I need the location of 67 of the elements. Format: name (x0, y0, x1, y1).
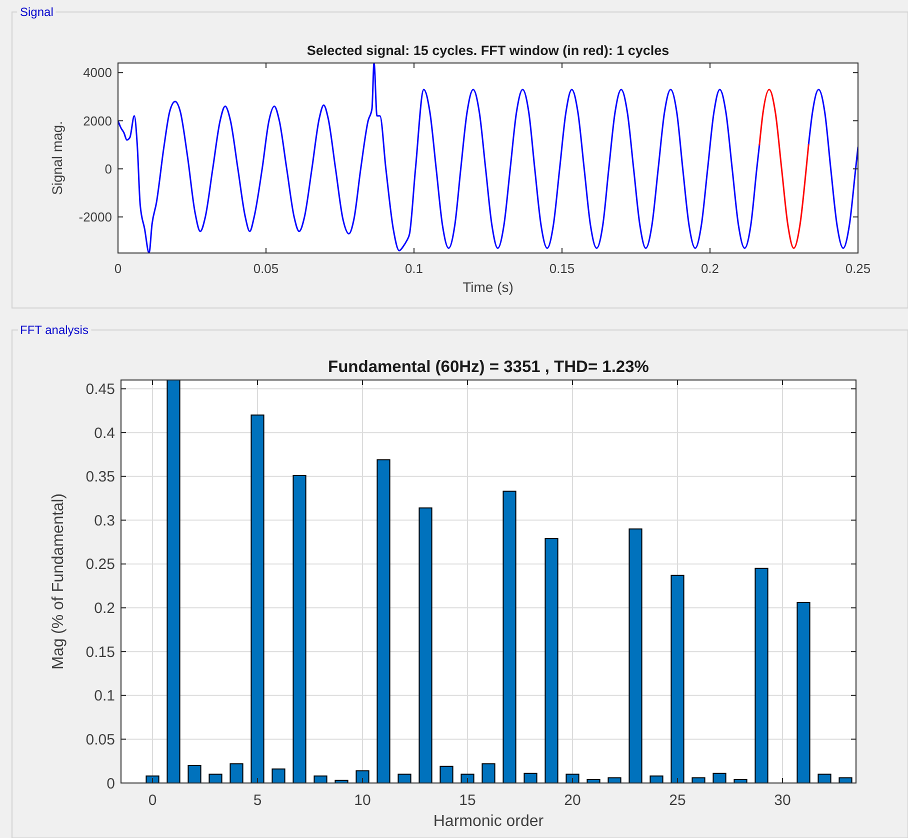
bar (544, 538, 558, 783)
y-tick-label: 0.2 (94, 600, 115, 618)
y-tick-label: 4000 (83, 65, 112, 80)
chart-title: Fundamental (60Hz) = 3351 , THD= 1.23% (328, 358, 650, 376)
x-tick-label: 0.1 (404, 261, 424, 276)
x-tick-label: 0.25 (845, 261, 871, 276)
x-tick-label: 10 (354, 792, 371, 809)
bar (482, 763, 496, 783)
bar (230, 763, 244, 783)
x-tick-label: 0.15 (549, 261, 575, 276)
x-tick-label: 25 (669, 792, 686, 809)
x-axis-title: Harmonic order (433, 813, 544, 830)
x-tick-label: 0.2 (700, 261, 720, 276)
bar (650, 775, 664, 783)
text: Signal (20, 5, 54, 19)
bar (418, 507, 432, 783)
y-tick-label: 0.35 (86, 468, 115, 486)
y-tick-label: 0.05 (86, 731, 115, 748)
bar (376, 459, 390, 783)
bar (356, 770, 370, 783)
y-tick-label: 2000 (83, 113, 112, 128)
bar (502, 490, 516, 783)
bar (146, 775, 160, 783)
bar (796, 602, 810, 783)
x-tick-label: 5 (253, 792, 262, 809)
x-tick-label: 30 (774, 792, 791, 809)
x-tick-label: 20 (564, 792, 581, 809)
y-tick-label: 0.15 (86, 644, 115, 661)
bar (628, 528, 642, 783)
y-tick-label: 0 (106, 775, 115, 792)
bar (754, 568, 768, 783)
chart-title: Selected signal: 15 cycles. FFT window (in red): 1 cycles (306, 43, 670, 58)
y-tick-label: -2000 (78, 209, 112, 224)
bar (460, 774, 474, 783)
bar (398, 774, 412, 783)
bar (524, 772, 538, 783)
bar (440, 766, 454, 783)
bar (272, 768, 286, 783)
bar (166, 380, 180, 783)
bar (670, 574, 684, 783)
bar (566, 774, 580, 783)
bar (712, 772, 726, 783)
x-axis-title: Time (s) (462, 279, 514, 295)
x-tick-label: 0 (148, 792, 157, 809)
bar (314, 775, 328, 783)
y-tick-label: 0.25 (86, 556, 115, 574)
bar (586, 778, 600, 783)
y-tick-label: 0.1 (94, 688, 115, 705)
bar (818, 774, 832, 783)
bar (838, 777, 852, 783)
bar (250, 414, 264, 783)
y-axis-title: Mag (% of Fundamental) (50, 493, 67, 670)
y-tick-label: 0.45 (86, 381, 115, 398)
x-tick-label: 15 (459, 792, 476, 809)
bar (608, 777, 622, 783)
y-axis-title: Signal mag. (49, 121, 65, 195)
bar (734, 778, 748, 783)
bar (208, 774, 222, 783)
x-tick-label: 0.05 (253, 261, 279, 276)
line-series (758, 88, 810, 249)
y-tick-label: 0 (104, 161, 112, 176)
bar (292, 474, 306, 783)
bar (188, 764, 202, 783)
y-tick-label: 0.4 (94, 424, 115, 442)
y-tick-label: 0.3 (94, 512, 115, 530)
text: FFT analysis (20, 323, 88, 337)
bar (692, 777, 706, 783)
